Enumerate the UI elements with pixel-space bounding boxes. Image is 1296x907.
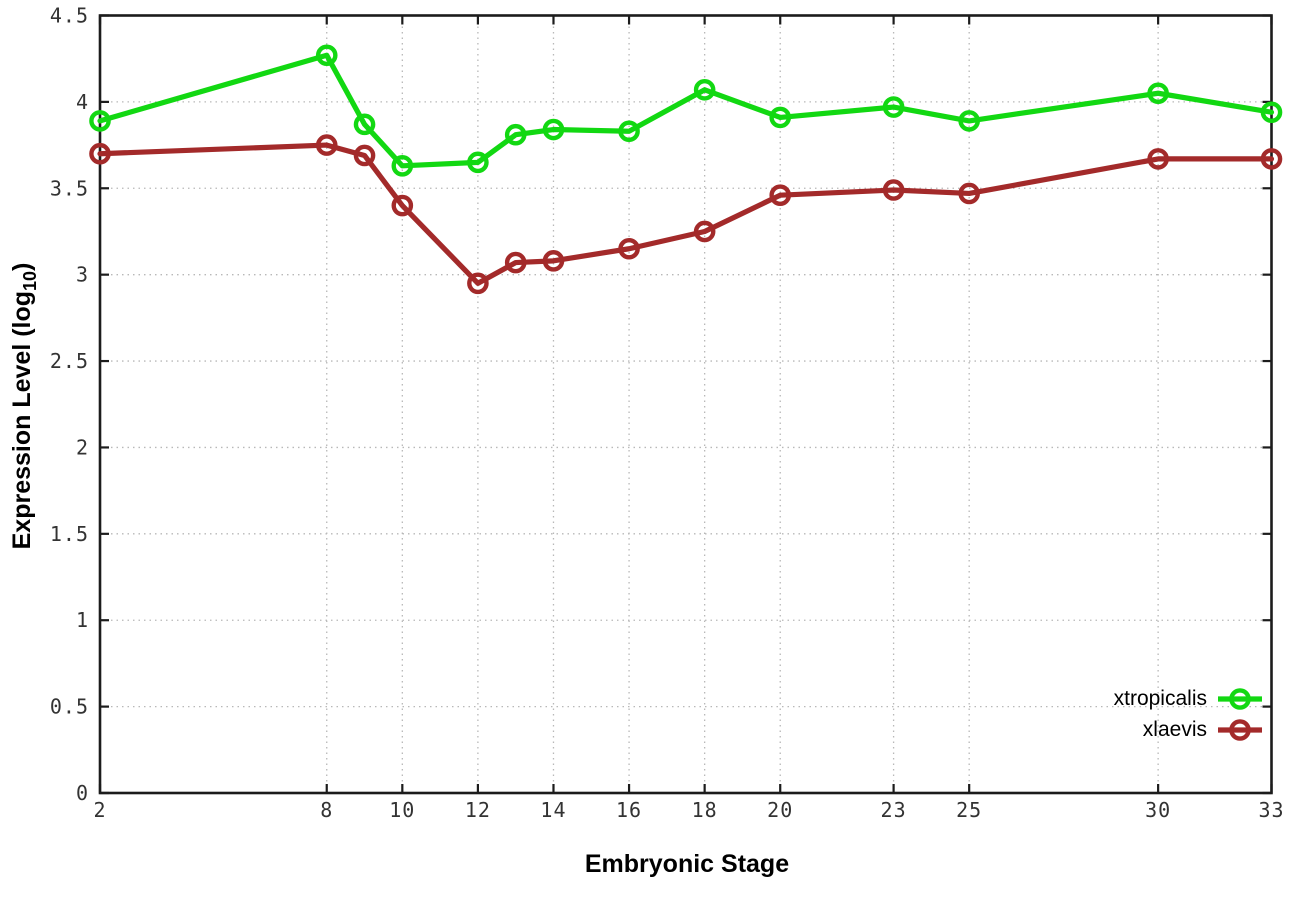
- data-point-xlaevis: [315, 134, 338, 156]
- y-tick-label: 1.5: [50, 522, 89, 546]
- data-point-xtropicalis: [391, 155, 414, 177]
- x-axis-title: Embryonic Stage: [584, 850, 790, 878]
- x-tick-label: 23: [881, 798, 907, 822]
- x-tick-label: 16: [616, 798, 642, 822]
- data-point-xlaevis: [958, 182, 980, 205]
- data-point-xtropicalis: [504, 123, 527, 146]
- data-point-xlaevis: [89, 142, 111, 165]
- y-tick-label: 3.5: [50, 176, 89, 200]
- legend: xtropicalis xlaevis: [1114, 686, 1263, 743]
- x-tick-label: 33: [1258, 798, 1284, 822]
- data-point-xtropicalis: [618, 120, 640, 143]
- plot-border: [98, 14, 1273, 795]
- data-point-xlaevis: [618, 237, 640, 260]
- legend-marker-xtropicalis-icon: [1218, 688, 1262, 710]
- data-point-xlaevis: [391, 194, 414, 217]
- y-tick-label: 0.5: [50, 695, 89, 719]
- y-axis-title-text: Expression Level (log: [8, 290, 36, 550]
- data-point-xtropicalis: [769, 106, 792, 129]
- data-point-xlaevis: [542, 250, 565, 272]
- x-tick-label: 18: [692, 798, 718, 822]
- data-point-xlaevis: [467, 272, 489, 295]
- data-point-xlaevis: [1260, 148, 1283, 170]
- x-tick-label: 2: [93, 798, 106, 822]
- x-tick-label: 30: [1145, 798, 1171, 822]
- x-tick-label: 20: [767, 798, 793, 822]
- data-point-xtropicalis: [353, 113, 376, 136]
- tick-marks: [98, 14, 1273, 795]
- data-point-xtropicalis: [89, 110, 111, 132]
- data-point-xtropicalis: [315, 44, 338, 67]
- legend-circle: [1229, 719, 1251, 741]
- series-line-xlaevis: [97, 142, 1275, 286]
- data-point-xlaevis: [882, 179, 905, 201]
- y-tick-label: 4: [76, 90, 89, 114]
- series-xtropicalis: [89, 44, 1283, 177]
- series-xlaevis: [89, 134, 1283, 295]
- x-tick-label: 25: [956, 798, 982, 822]
- y-tick-label: 4.5: [50, 4, 89, 28]
- x-tick-label: 8: [320, 798, 333, 822]
- data-point-xtropicalis: [693, 78, 716, 101]
- legend-item-xlaevis: xlaevis: [1143, 717, 1263, 743]
- x-tick-label: 10: [389, 798, 415, 822]
- legend-label-xtropicalis: xtropicalis: [1113, 687, 1207, 710]
- x-tick-label: 14: [540, 798, 566, 822]
- y-axis-title: Expression Level (log10): [8, 156, 40, 656]
- data-point-xlaevis: [693, 220, 716, 243]
- data-point-xtropicalis: [542, 118, 565, 141]
- legend-item-xtropicalis: xtropicalis: [1114, 686, 1263, 712]
- legend-label-xlaevis: xlaevis: [1142, 718, 1207, 741]
- data-point-xlaevis: [1147, 148, 1169, 170]
- data-point-xtropicalis: [958, 110, 980, 132]
- data-point-xtropicalis: [467, 151, 489, 174]
- legend-marker-xlaevis-icon: [1218, 719, 1262, 741]
- x-tick-label: 12: [465, 798, 491, 822]
- y-tick-label: 2.5: [50, 349, 89, 373]
- data-point-xtropicalis: [1260, 101, 1283, 124]
- data-point-xlaevis: [769, 184, 792, 206]
- data-point-xlaevis: [353, 144, 376, 167]
- tick-labels: 2 8 10 12 14 16 18 20 23 25 30 33 0 0.5 1 1.5 2 2.5 3 3.5 4 4…: [50, 4, 1284, 823]
- data-point-xtropicalis: [882, 96, 905, 118]
- y-tick-label: 2: [76, 435, 89, 459]
- y-tick-label: 1: [76, 608, 89, 632]
- y-axis-title-subscript: 10: [20, 270, 40, 291]
- y-tick-label: 0: [76, 781, 89, 805]
- y-tick-label: 3: [76, 263, 89, 287]
- gridlines: [99, 14, 1273, 794]
- data-point-xtropicalis: [1147, 82, 1169, 105]
- data-point-xlaevis: [504, 251, 527, 274]
- legend-circle: [1229, 688, 1251, 710]
- y-axis-title-close: ): [8, 262, 36, 271]
